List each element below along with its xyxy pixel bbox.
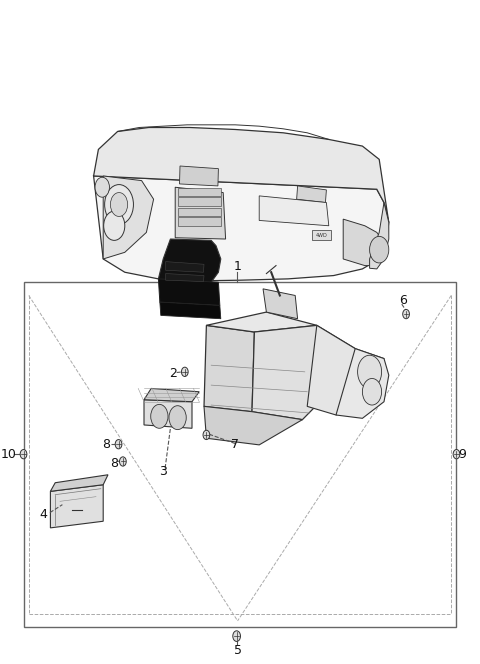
Text: 8: 8 <box>103 438 110 452</box>
Polygon shape <box>50 485 103 528</box>
Polygon shape <box>263 289 298 319</box>
Circle shape <box>95 177 109 197</box>
Text: 9: 9 <box>458 448 466 461</box>
Polygon shape <box>94 176 389 281</box>
Text: 7: 7 <box>231 438 239 452</box>
Polygon shape <box>204 325 254 412</box>
Text: 8: 8 <box>110 457 118 470</box>
Bar <box>178 188 221 196</box>
Circle shape <box>203 430 210 440</box>
Bar <box>312 230 331 240</box>
Circle shape <box>20 450 27 459</box>
Polygon shape <box>144 400 192 428</box>
Polygon shape <box>144 388 199 402</box>
Polygon shape <box>370 203 389 269</box>
Polygon shape <box>336 349 389 418</box>
Polygon shape <box>204 406 302 445</box>
Polygon shape <box>50 475 108 491</box>
Polygon shape <box>343 219 384 266</box>
Polygon shape <box>94 127 389 222</box>
Circle shape <box>115 440 122 449</box>
Circle shape <box>151 404 168 428</box>
Bar <box>178 208 221 216</box>
Circle shape <box>104 211 125 240</box>
Circle shape <box>453 450 460 459</box>
Circle shape <box>110 193 128 216</box>
Polygon shape <box>166 274 204 282</box>
Polygon shape <box>206 312 317 332</box>
Polygon shape <box>307 325 384 415</box>
Polygon shape <box>158 279 220 305</box>
Polygon shape <box>166 262 204 272</box>
Circle shape <box>181 367 188 376</box>
Text: 3: 3 <box>159 465 167 478</box>
Polygon shape <box>259 196 329 226</box>
Text: 4: 4 <box>39 508 47 521</box>
Circle shape <box>403 309 409 319</box>
Polygon shape <box>175 187 226 239</box>
Text: 6: 6 <box>399 293 407 307</box>
Polygon shape <box>297 186 326 203</box>
Bar <box>178 217 221 226</box>
Polygon shape <box>103 176 154 259</box>
Text: 2: 2 <box>169 367 177 380</box>
Circle shape <box>233 631 240 641</box>
Text: 1: 1 <box>234 260 241 274</box>
Circle shape <box>370 236 389 263</box>
Circle shape <box>362 378 382 405</box>
Text: 4WD: 4WD <box>316 233 327 238</box>
Bar <box>24 282 456 627</box>
Circle shape <box>358 355 382 388</box>
Circle shape <box>169 406 186 430</box>
Polygon shape <box>252 325 355 420</box>
Text: 5: 5 <box>234 644 241 657</box>
Circle shape <box>120 457 126 466</box>
Polygon shape <box>158 239 221 292</box>
Polygon shape <box>160 302 221 319</box>
Text: 10: 10 <box>0 448 17 461</box>
Circle shape <box>105 185 133 224</box>
Bar <box>178 197 221 206</box>
Polygon shape <box>180 166 218 186</box>
